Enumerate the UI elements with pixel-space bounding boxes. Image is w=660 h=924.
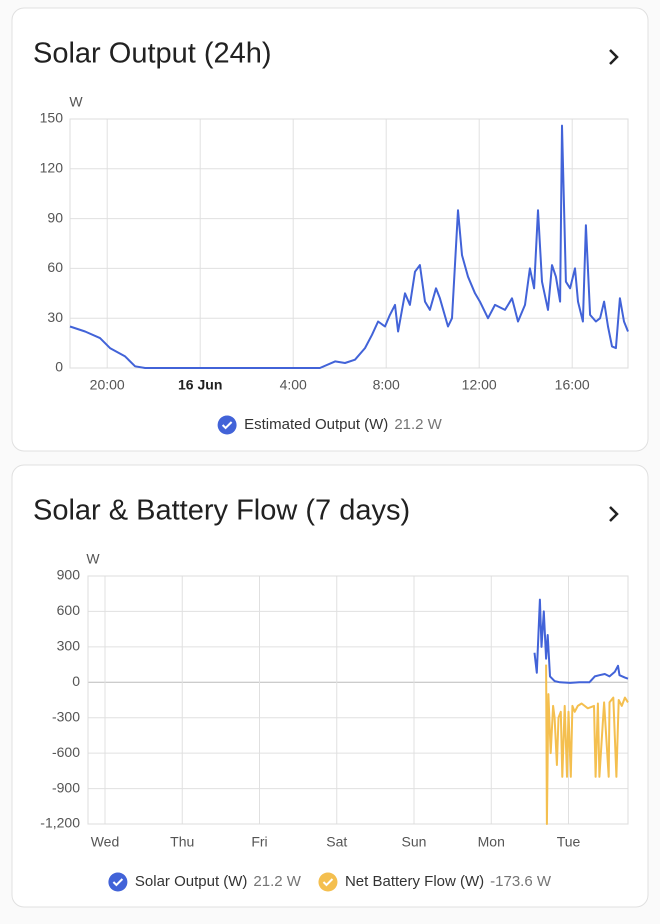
- legend: Solar Output (W) 21.2 W Net Battery Flow (…: [108, 872, 552, 892]
- legend-state: 21.2 W: [394, 416, 442, 433]
- y-tick-label: 30: [47, 309, 63, 325]
- x-tick-label: Thu: [170, 834, 194, 850]
- y-tick-label: 90: [47, 209, 63, 225]
- y-tick-label: -900: [52, 779, 80, 795]
- x-tick-label: 4:00: [280, 377, 307, 393]
- check-mark: [322, 878, 334, 887]
- legend-check: [108, 872, 128, 892]
- x-tick-label: 20:00: [90, 377, 125, 393]
- legend-name: Solar Output (W): [135, 873, 248, 890]
- legend-item[interactable]: Estimated Output (W) 21.2 W: [217, 415, 443, 435]
- y-tick-label: 600: [57, 602, 81, 618]
- y-tick-label: 0: [72, 673, 80, 689]
- y-tick-label: 60: [47, 259, 63, 275]
- legend-item[interactable]: Net Battery Flow (W) -173.6 W: [318, 872, 552, 892]
- y-tick-label: 300: [57, 638, 81, 654]
- legend-state: -173.6 W: [490, 873, 552, 890]
- y-tick-label: -300: [52, 708, 80, 724]
- legend-name: Net Battery Flow (W): [345, 873, 484, 890]
- series-line: [545, 664, 629, 825]
- y-tick-label: 150: [40, 110, 64, 126]
- plot-frame: [69, 118, 629, 369]
- legend-name: Estimated Output (W): [244, 416, 388, 433]
- series-line: [69, 124, 629, 369]
- x-tick-label: 16:00: [555, 377, 590, 393]
- y-tick-label: -1,200: [40, 815, 80, 831]
- check-mark: [221, 421, 233, 430]
- x-tick-label: Mon: [478, 834, 505, 850]
- y-tick-label: 0: [55, 359, 63, 375]
- legend-state: 21.2 W: [253, 873, 301, 890]
- series-line: [533, 598, 629, 684]
- more-info-chevron[interactable]: [609, 49, 619, 65]
- more-info-chevron[interactable]: [609, 506, 619, 522]
- x-tick-label: 8:00: [373, 377, 400, 393]
- x-tick-label: Wed: [91, 834, 120, 850]
- y-tick-label: 120: [40, 160, 64, 176]
- y-axis-unit: W: [69, 94, 83, 110]
- y-tick-label: 900: [57, 567, 81, 583]
- check-mark: [112, 878, 124, 887]
- card-title: Solar Output (24h): [33, 38, 272, 70]
- x-tick-label: 12:00: [462, 377, 497, 393]
- legend-item[interactable]: Solar Output (W) 21.2 W: [108, 872, 302, 892]
- plot-frame: [87, 575, 629, 825]
- x-tick-label: Tue: [557, 834, 581, 850]
- x-tick-label: Sun: [402, 834, 427, 850]
- x-tick-label: Fri: [251, 834, 267, 850]
- x-tick-label: Sat: [326, 834, 347, 850]
- legend-check: [318, 872, 338, 892]
- y-tick-label: -600: [52, 744, 80, 760]
- x-tick-label: 16 Jun: [178, 377, 222, 393]
- legend: Estimated Output (W) 21.2 W: [217, 415, 443, 435]
- legend-check: [217, 415, 237, 435]
- y-axis-unit: W: [86, 551, 100, 567]
- card-title: Solar & Battery Flow (7 days): [33, 495, 410, 527]
